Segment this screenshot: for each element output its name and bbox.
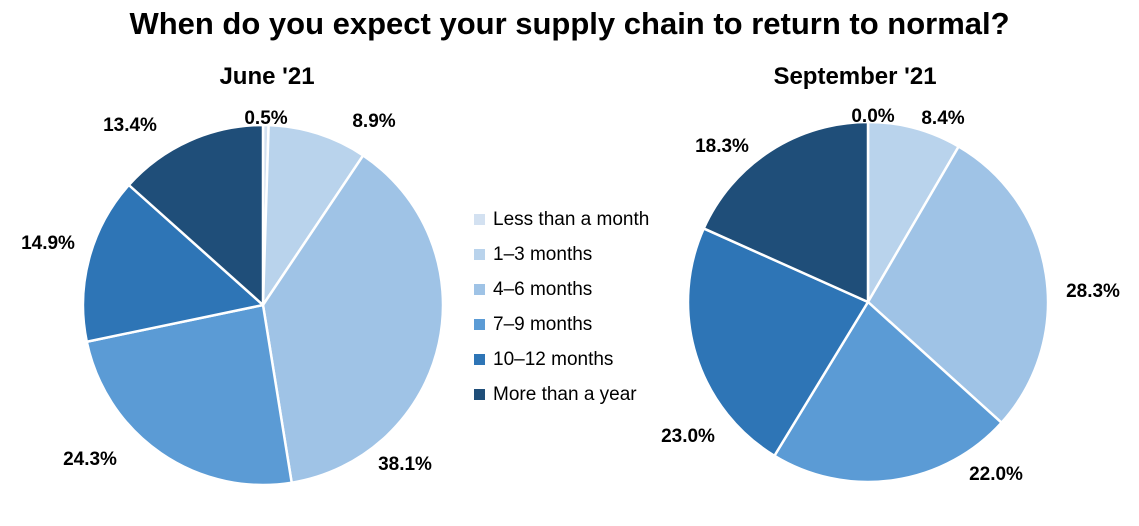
legend-item: Less than a month — [474, 202, 649, 237]
legend-swatch — [474, 249, 485, 260]
legend-swatch — [474, 389, 485, 400]
legend-item: 10–12 months — [474, 342, 649, 377]
legend-item: 7–9 months — [474, 307, 649, 342]
legend-swatch — [474, 284, 485, 295]
pie-title-2: September '21 — [773, 63, 936, 90]
legend: Less than a month 1–3 months 4–6 months 7–9… — [474, 202, 649, 412]
pie2-slice-2 — [866, 120, 960, 304]
legend-swatch — [474, 319, 485, 330]
legend-label: 10–12 months — [493, 348, 614, 370]
pie2-slice-5 — [686, 227, 870, 458]
pie1-slice-5 — [81, 183, 265, 343]
pie2-label-6: 18.3% — [695, 136, 749, 157]
pie1-label-2: 8.9% — [352, 111, 395, 132]
chart-main-title: When do you expect your supply chain to … — [129, 6, 1010, 41]
pie1-slice-2 — [261, 123, 365, 307]
pie2-slice-6 — [702, 120, 870, 304]
pie2-slice-4 — [773, 300, 1003, 484]
pie2-label-2: 8.4% — [921, 108, 964, 129]
pie2-label-4: 22.0% — [969, 464, 1023, 485]
legend-label: More than a year — [493, 383, 637, 405]
pie1-label-6: 13.4% — [103, 115, 157, 136]
pie1-label-3: 38.1% — [378, 454, 432, 475]
legend-label: 4–6 months — [493, 278, 593, 300]
pie1-label-5: 14.9% — [21, 233, 75, 254]
pie1-label-4: 24.3% — [63, 449, 117, 470]
legend-swatch — [474, 354, 485, 365]
legend-item: 4–6 months — [474, 272, 649, 307]
legend-label: 1–3 months — [493, 243, 593, 265]
pie2-label-3: 28.3% — [1066, 281, 1120, 302]
pie1-slice-4 — [85, 303, 293, 487]
pie1-slice-6 — [127, 123, 265, 307]
pie1-slice-3 — [261, 154, 445, 484]
legend-swatch — [474, 214, 485, 225]
pie1-label-1: 0.5% — [244, 108, 287, 129]
legend-label: Less than a month — [493, 208, 650, 230]
legend-item: More than a year — [474, 377, 649, 412]
pie2-slice-3 — [866, 145, 1050, 424]
pie2-label-1: 0.0% — [851, 106, 894, 127]
pie-title-1: June '21 — [219, 63, 314, 90]
pie2-label-5: 23.0% — [661, 426, 715, 447]
legend-item: 1–3 months — [474, 237, 649, 272]
legend-label: 7–9 months — [493, 313, 593, 335]
